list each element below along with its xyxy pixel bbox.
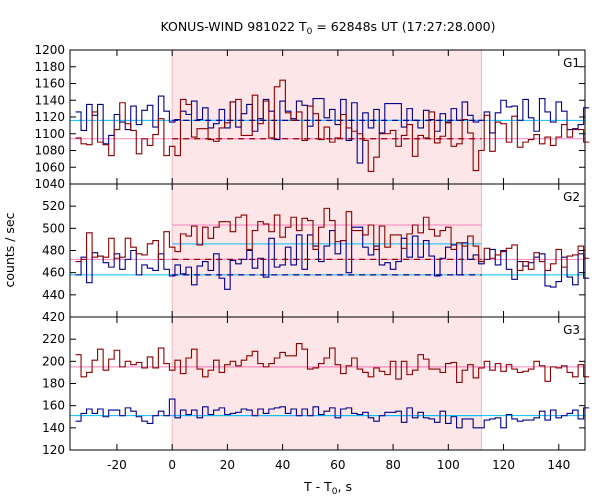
background-counts-series: [75, 95, 590, 164]
x-tick-label: 100: [437, 458, 460, 472]
x-tick-label: 140: [547, 458, 570, 472]
panel-label: G3: [563, 323, 580, 337]
y-tick-label: 480: [42, 244, 65, 258]
y-axis-label: counts / sec: [2, 212, 17, 287]
panel-group: 104010601080110011201140116011801200G142…: [34, 43, 590, 472]
y-tick-label: 1180: [34, 60, 65, 74]
x-tick-label: 40: [275, 458, 290, 472]
x-tick-label: -20: [107, 458, 127, 472]
source-interval-band: [172, 50, 482, 184]
panel-g3: 120 140 160 180 200 220 G3: [42, 316, 590, 457]
signal-counts-series: [75, 343, 590, 383]
panel-label: G2: [563, 190, 580, 204]
y-tick-label: 520: [42, 199, 65, 213]
signal-counts-series: [75, 207, 590, 271]
y-tick-label: 1060: [34, 160, 65, 174]
source-interval-band: [172, 184, 482, 317]
y-tick-label: 200: [42, 354, 65, 368]
y-tick-label: 1100: [34, 127, 65, 141]
x-tick-label: 120: [492, 458, 515, 472]
background-counts-series: [75, 226, 590, 290]
chart-title: KONUS-WIND 981022 T0 = 62848s UT (17:27:…: [160, 19, 495, 37]
y-tick-label: 160: [42, 399, 65, 413]
y-tick-label: 140: [42, 421, 65, 435]
y-tick-label: 1120: [34, 110, 65, 124]
panel-label: G1: [563, 56, 580, 70]
background-counts-series: [75, 398, 590, 429]
x-tick-label: 20: [220, 458, 235, 472]
x-tick-label: 0: [168, 458, 176, 472]
y-tick-label: 1160: [34, 77, 65, 91]
panel-g1: 1040 1060 1080 1100 1120 1140 1160 1180 1200 G1: [34, 43, 590, 191]
y-tick-label: 220: [42, 332, 65, 346]
y-tick-label: 500: [42, 221, 65, 235]
x-axis-label: T - T0, s: [303, 479, 352, 497]
y-tick-label: 440: [42, 288, 65, 302]
y-tick-label: 1040: [34, 177, 65, 191]
y-tick-label: 1140: [34, 93, 65, 107]
y-tick-label: 1200: [34, 43, 65, 57]
signal-counts-series: [75, 79, 590, 172]
y-tick-label: 420: [42, 310, 65, 324]
source-interval-band: [172, 317, 482, 450]
x-tick-label: 80: [385, 458, 400, 472]
y-tick-label: 460: [42, 266, 65, 280]
y-tick-label: 120: [42, 443, 65, 457]
y-tick-label: 1080: [34, 144, 65, 158]
panel-g2: 420 440 460 480 500 520 G2: [42, 183, 590, 324]
y-tick-label: 180: [42, 377, 65, 391]
x-tick-label: 60: [330, 458, 345, 472]
